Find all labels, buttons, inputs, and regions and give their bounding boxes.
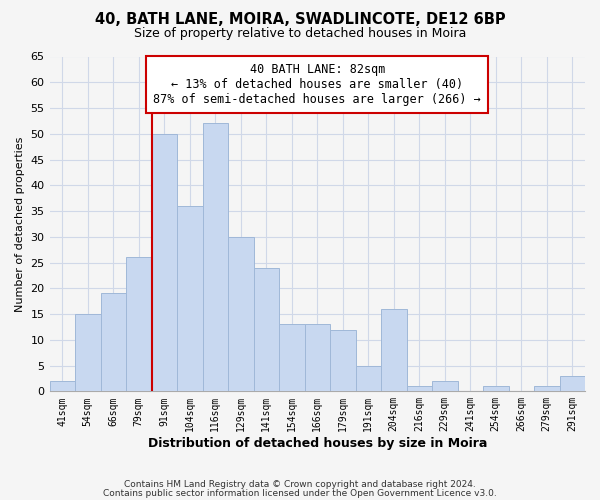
Text: 40, BATH LANE, MOIRA, SWADLINCOTE, DE12 6BP: 40, BATH LANE, MOIRA, SWADLINCOTE, DE12 … [95,12,505,28]
Bar [432,381,458,392]
Bar [152,134,177,392]
Bar [203,124,228,392]
Bar [254,268,279,392]
Bar [177,206,203,392]
Bar [279,324,305,392]
Bar [381,309,407,392]
Text: Contains public sector information licensed under the Open Government Licence v3: Contains public sector information licen… [103,489,497,498]
Y-axis label: Number of detached properties: Number of detached properties [15,136,25,312]
Bar [305,324,330,392]
Bar [126,258,152,392]
Bar [228,237,254,392]
Text: Contains HM Land Registry data © Crown copyright and database right 2024.: Contains HM Land Registry data © Crown c… [124,480,476,489]
Bar [75,314,101,392]
Bar [483,386,509,392]
Bar [330,330,356,392]
Bar [356,366,381,392]
X-axis label: Distribution of detached houses by size in Moira: Distribution of detached houses by size … [148,437,487,450]
Bar [560,376,585,392]
Bar [101,294,126,392]
Bar [50,381,75,392]
Text: Size of property relative to detached houses in Moira: Size of property relative to detached ho… [134,28,466,40]
Text: 40 BATH LANE: 82sqm
← 13% of detached houses are smaller (40)
87% of semi-detach: 40 BATH LANE: 82sqm ← 13% of detached ho… [154,63,481,106]
Bar [407,386,432,392]
Bar [534,386,560,392]
